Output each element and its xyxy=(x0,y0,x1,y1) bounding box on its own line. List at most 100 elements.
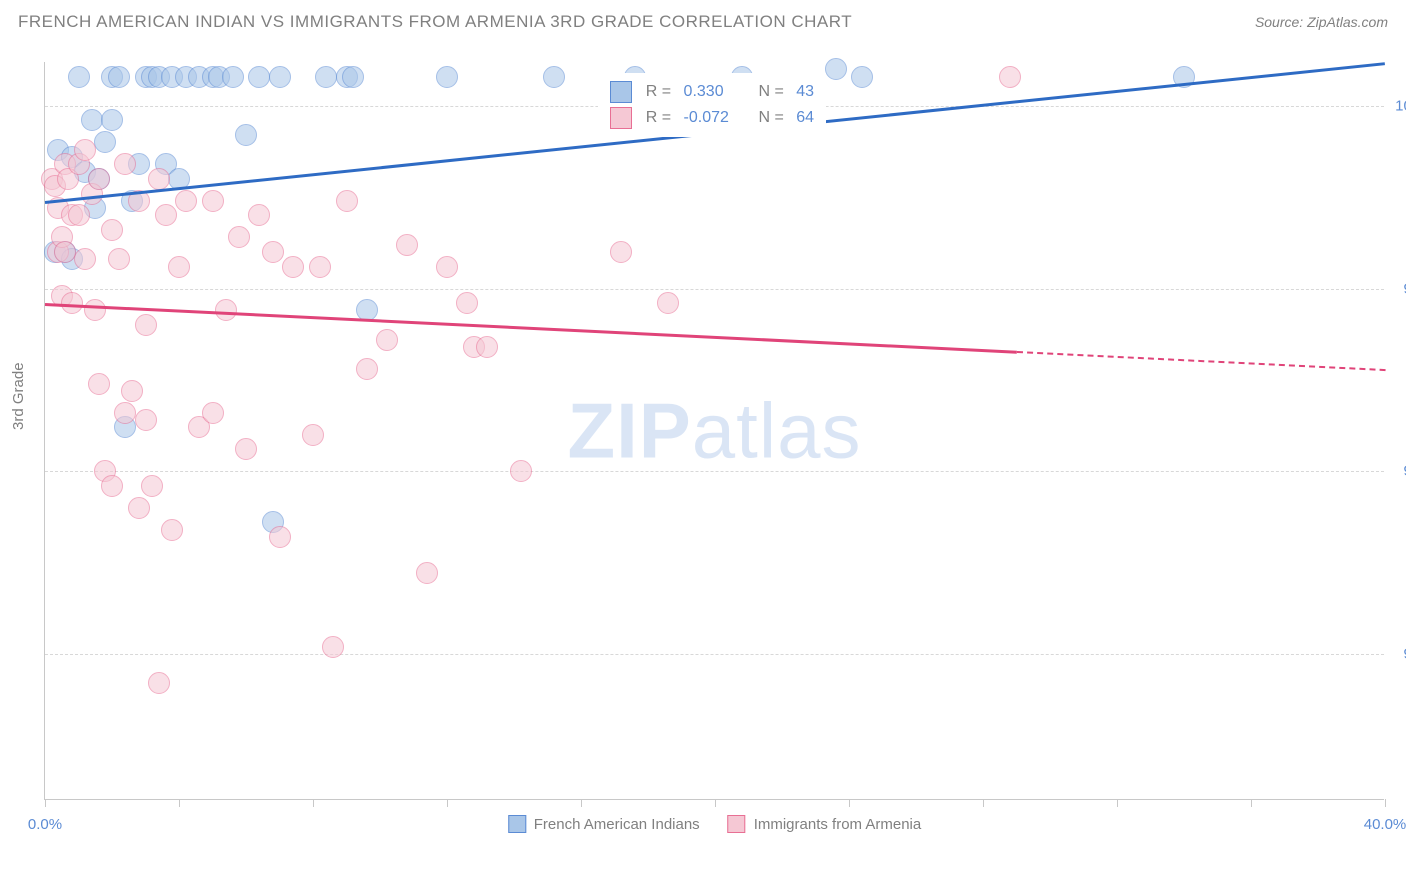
legend-item: Immigrants from Armenia xyxy=(728,815,922,833)
legend-row: R = 0.330 N = 43 xyxy=(610,79,814,105)
data-point xyxy=(269,526,291,548)
data-point xyxy=(248,66,270,88)
data-point xyxy=(416,562,438,584)
data-point xyxy=(282,256,304,278)
x-tick-label: 0.0% xyxy=(28,816,62,833)
data-point xyxy=(396,234,418,256)
data-point xyxy=(302,424,324,446)
legend-r-label: R = xyxy=(646,109,676,127)
legend-r-value: -0.072 xyxy=(684,109,742,127)
data-point xyxy=(68,66,90,88)
plot-area: ZIPatlas 92.5%95.0%97.5%100.0%0.0%40.0%R… xyxy=(44,62,1384,800)
trend-line xyxy=(45,303,1017,354)
legend-label: French American Indians xyxy=(534,816,700,833)
data-point xyxy=(610,241,632,263)
y-tick-label: 100.0% xyxy=(1390,97,1406,114)
legend-item: French American Indians xyxy=(508,815,700,833)
data-point xyxy=(322,636,344,658)
data-point xyxy=(436,66,458,88)
data-point xyxy=(108,248,130,270)
data-point xyxy=(155,204,177,226)
data-point xyxy=(101,109,123,131)
correlation-legend: R = 0.330 N = 43R = -0.072 N = 64 xyxy=(598,73,826,137)
data-point xyxy=(168,256,190,278)
data-point xyxy=(376,329,398,351)
data-point xyxy=(84,299,106,321)
data-point xyxy=(101,219,123,241)
data-point xyxy=(88,373,110,395)
data-point xyxy=(476,336,498,358)
data-point xyxy=(141,475,163,497)
y-tick-label: 97.5% xyxy=(1390,280,1406,297)
data-point xyxy=(235,438,257,460)
gridline xyxy=(45,654,1384,655)
x-tick xyxy=(179,799,180,807)
data-point xyxy=(999,66,1021,88)
y-axis-label: 3rd Grade xyxy=(10,362,27,430)
x-tick xyxy=(983,799,984,807)
data-point xyxy=(54,241,76,263)
data-point xyxy=(235,124,257,146)
data-point xyxy=(262,241,284,263)
y-tick-label: 92.5% xyxy=(1390,645,1406,662)
data-point xyxy=(81,109,103,131)
data-point xyxy=(148,168,170,190)
data-point xyxy=(215,299,237,321)
data-point xyxy=(135,409,157,431)
data-point xyxy=(309,256,331,278)
data-point xyxy=(510,460,532,482)
x-tick xyxy=(1385,799,1386,807)
x-tick xyxy=(581,799,582,807)
data-point xyxy=(657,292,679,314)
legend-swatch xyxy=(610,107,632,129)
x-tick xyxy=(715,799,716,807)
data-point xyxy=(88,168,110,190)
data-point xyxy=(175,190,197,212)
data-point xyxy=(342,66,364,88)
legend-r-label: R = xyxy=(646,83,676,101)
data-point xyxy=(108,66,130,88)
x-tick-label: 40.0% xyxy=(1364,816,1406,833)
data-point xyxy=(356,358,378,380)
x-tick xyxy=(1251,799,1252,807)
chart-source: Source: ZipAtlas.com xyxy=(1255,14,1388,30)
data-point xyxy=(74,248,96,270)
data-point xyxy=(121,380,143,402)
x-tick xyxy=(849,799,850,807)
data-point xyxy=(336,190,358,212)
legend-swatch xyxy=(508,815,526,833)
legend-row: R = -0.072 N = 64 xyxy=(610,105,814,131)
data-point xyxy=(128,497,150,519)
data-point xyxy=(74,139,96,161)
chart-header: FRENCH AMERICAN INDIAN VS IMMIGRANTS FRO… xyxy=(18,12,1388,32)
x-tick xyxy=(45,799,46,807)
data-point xyxy=(456,292,478,314)
data-point xyxy=(315,66,337,88)
data-point xyxy=(114,402,136,424)
trend-line xyxy=(1016,351,1385,371)
legend-label: Immigrants from Armenia xyxy=(754,816,922,833)
gridline xyxy=(45,471,1384,472)
legend-swatch xyxy=(728,815,746,833)
data-point xyxy=(148,672,170,694)
data-point xyxy=(269,66,291,88)
gridline xyxy=(45,289,1384,290)
chart-title: FRENCH AMERICAN INDIAN VS IMMIGRANTS FRO… xyxy=(18,12,852,32)
data-point xyxy=(68,204,90,226)
legend-n-label: N = xyxy=(750,109,789,127)
data-point xyxy=(101,475,123,497)
data-point xyxy=(161,519,183,541)
data-point xyxy=(825,58,847,80)
x-tick xyxy=(313,799,314,807)
data-point xyxy=(543,66,565,88)
data-point xyxy=(202,190,224,212)
data-point xyxy=(222,66,244,88)
legend-n-value: 43 xyxy=(796,83,814,101)
data-point xyxy=(94,131,116,153)
data-point xyxy=(135,314,157,336)
watermark-bold: ZIP xyxy=(567,386,691,474)
legend-r-value: 0.330 xyxy=(684,83,742,101)
data-point xyxy=(228,226,250,248)
bottom-legend: French American Indians Immigrants from A… xyxy=(508,815,921,833)
data-point xyxy=(436,256,458,278)
